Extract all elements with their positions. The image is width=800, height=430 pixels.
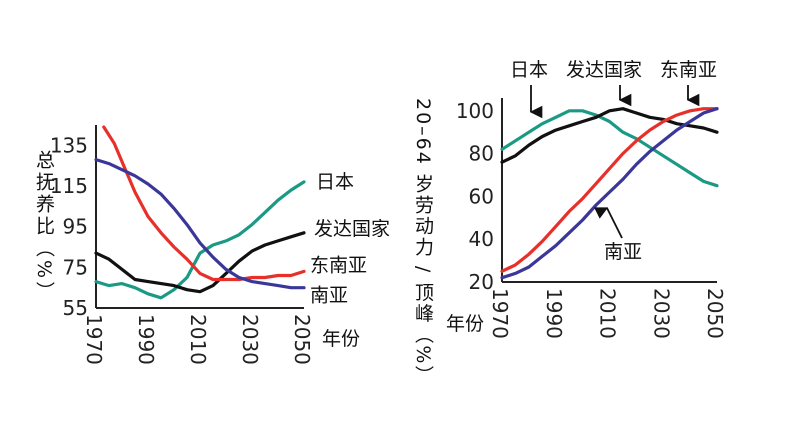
left-series-lines xyxy=(94,125,306,300)
left-x-tick-label: 2010 xyxy=(186,314,210,365)
left-label-s-asia: 南亚 xyxy=(310,285,348,307)
left-label-developed: 发达国家 xyxy=(314,218,390,240)
right-x-tick-label: 1990 xyxy=(542,288,566,339)
right-y-tick-label: 20 xyxy=(469,270,494,294)
left-label-se-asia: 东南亚 xyxy=(310,254,367,276)
left-y-ticks: 135 115 95 75 55 xyxy=(50,133,88,320)
left-y-tick-label: 115 xyxy=(50,174,88,198)
right-label-japan: 日本 xyxy=(510,59,548,81)
left-x-tick-label: 2050 xyxy=(290,314,314,365)
right-y-tick-label: 60 xyxy=(469,184,494,208)
right-y-tick-label: 40 xyxy=(469,227,494,251)
right-y-axis-label: 20–64 岁劳动力 / 顶峰（%） xyxy=(412,98,434,386)
left-y-tick-label: 95 xyxy=(63,215,88,239)
right-line-developed xyxy=(500,107,719,164)
right-x-axis-label: 年份 xyxy=(446,313,484,335)
left-x-axis-label: 年份 xyxy=(322,328,360,350)
left-y-tick-label: 75 xyxy=(63,255,88,279)
right-x-tick-label: 2010 xyxy=(596,288,620,339)
left-y-axis-label: 总抚养比（%） xyxy=(33,150,55,303)
right-y-ticks: 100 80 60 40 20 xyxy=(456,99,494,294)
right-chart: 100 80 60 40 20 1970 1990 2010 2030 2050 20–64 岁… xyxy=(412,59,727,386)
left-y-tick-label: 55 xyxy=(63,296,88,320)
left-chart: 135 115 95 75 55 1970 1990 2010 2030 2050 日本发达国家… xyxy=(33,125,390,365)
left-x-tick-label: 1970 xyxy=(82,314,106,365)
left-line-s-asia xyxy=(94,158,306,290)
right-y-tick-label: 80 xyxy=(469,142,494,166)
right-line-s-asia xyxy=(500,107,719,280)
right-x-ticks: 1970 1990 2010 2030 2050 xyxy=(488,288,727,339)
right-x-tick-label: 1970 xyxy=(488,288,512,339)
left-label-japan: 日本 xyxy=(316,171,354,193)
right-series-lines xyxy=(500,107,719,280)
left-line-japan xyxy=(94,180,306,300)
right-label-se-asia: 东南亚 xyxy=(660,59,717,81)
right-label-s-asia: 南亚 xyxy=(604,241,642,263)
right-line-se-asia xyxy=(500,107,719,273)
right-x-tick-label: 2050 xyxy=(703,288,727,339)
right-label-developed: 发达国家 xyxy=(566,59,642,81)
left-x-ticks: 1970 1990 2010 2030 2050 xyxy=(82,314,314,365)
left-line-developed xyxy=(94,231,306,294)
left-x-tick-label: 1990 xyxy=(134,314,158,365)
right-x-tick-label: 2030 xyxy=(649,288,673,339)
left-x-tick-label: 2030 xyxy=(238,314,262,365)
right-y-tick-label: 100 xyxy=(456,99,494,123)
left-line-se-asia xyxy=(102,125,306,282)
left-y-tick-label: 135 xyxy=(50,133,88,157)
right-line-japan xyxy=(500,109,719,188)
right-arrow-s-asia xyxy=(594,207,623,239)
